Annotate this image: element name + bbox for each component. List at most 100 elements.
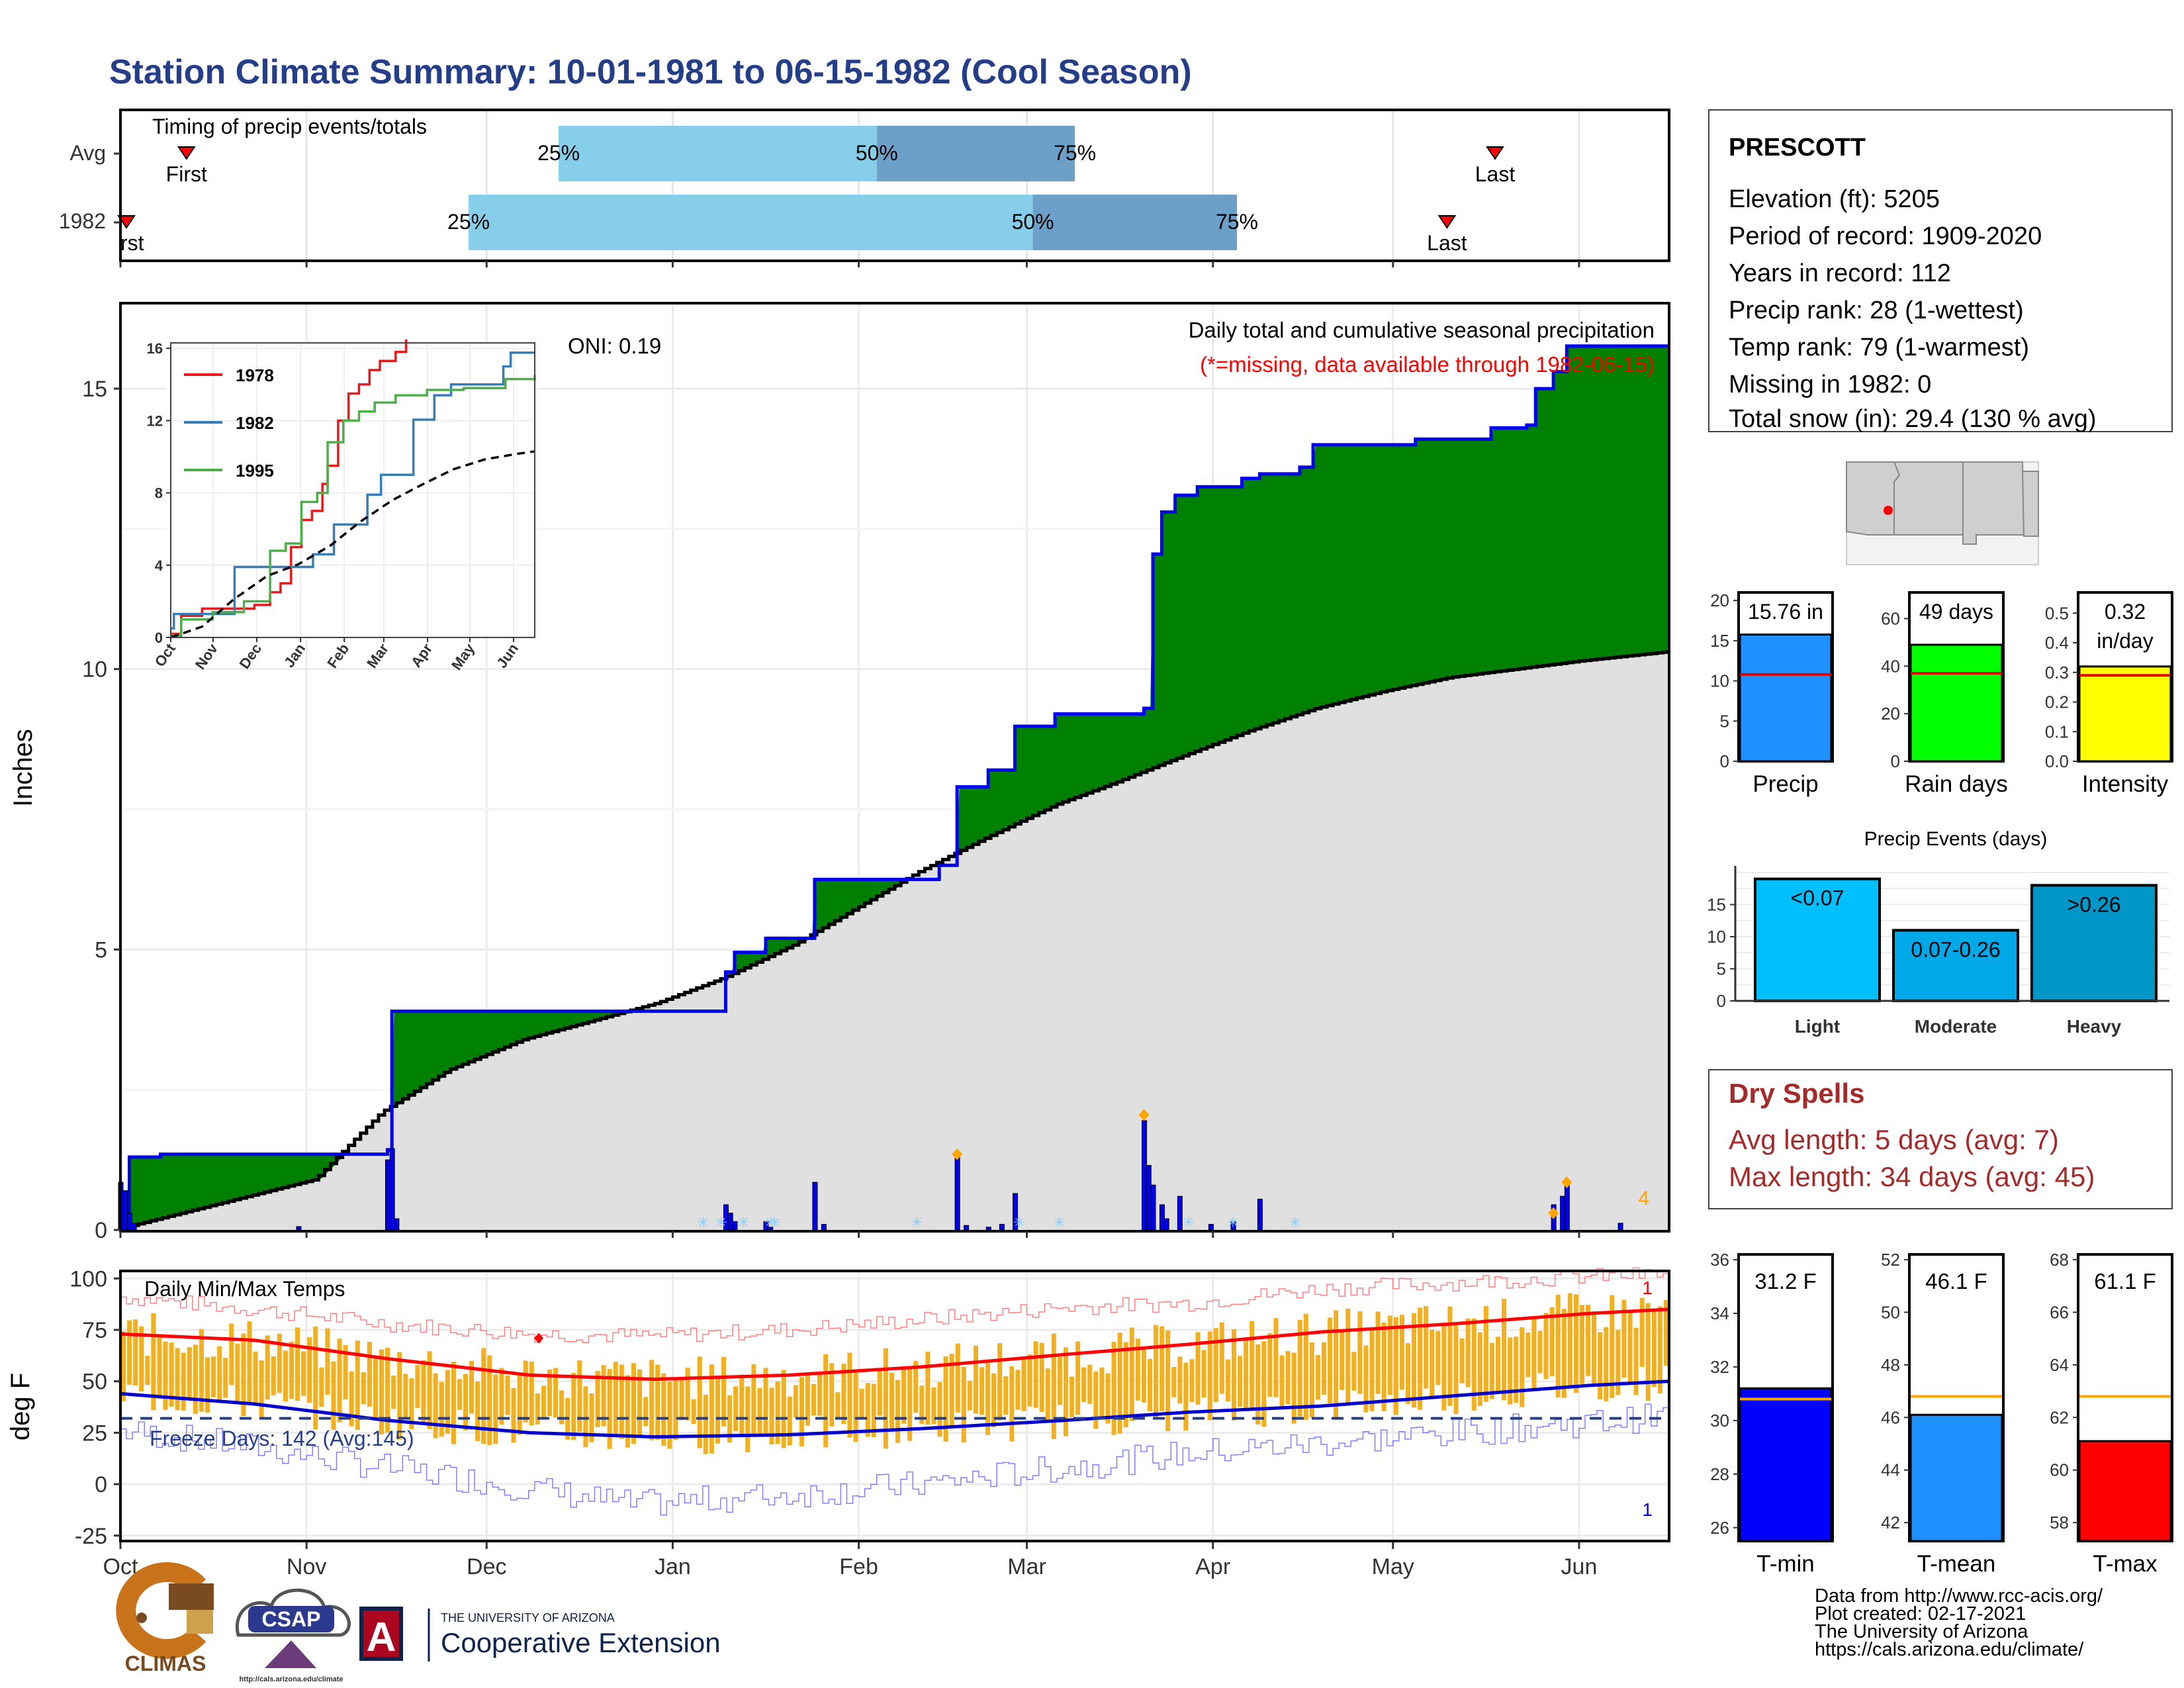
daily-temp-bar xyxy=(865,1383,870,1437)
temp-bar-tick-label: 52 xyxy=(1881,1250,1900,1270)
daily-temp-bar xyxy=(1075,1341,1081,1415)
daily-temp-bar xyxy=(883,1348,888,1449)
ua-small-text: THE UNIVERSITY OF ARIZONA xyxy=(441,1611,615,1624)
daily-temp-bar xyxy=(1160,1326,1165,1411)
month-tick-label: Feb xyxy=(839,1554,878,1579)
daily-temp-bar xyxy=(943,1356,948,1442)
mini-bar-xlabel: Rain days xyxy=(1905,771,2008,797)
inset-background xyxy=(167,343,537,637)
daily-temp-bar xyxy=(751,1364,756,1436)
events-bar-label: 0.07-0.26 xyxy=(1911,937,2000,961)
daily-temp-bar xyxy=(415,1365,420,1408)
mini-bar-tick-label: 20 xyxy=(1710,590,1729,610)
daily-temp-bar xyxy=(1057,1356,1062,1405)
climas-logo-block xyxy=(187,1610,213,1634)
daily-temp-bar xyxy=(1345,1309,1351,1406)
daily-temp-bar xyxy=(175,1348,180,1411)
daily-temp-bar xyxy=(1447,1306,1453,1407)
temp-bar-tick-label: 50 xyxy=(1881,1302,1900,1322)
location-map xyxy=(1846,461,2039,565)
inset-x-tick-label: Jun xyxy=(493,641,522,671)
snow-marker: ✳ xyxy=(1183,1214,1195,1231)
daily-temp-bar xyxy=(1081,1367,1087,1403)
timing-pct-label: 25% xyxy=(447,210,490,234)
climas-logo-block xyxy=(169,1583,214,1610)
temp-bar-tick-label: 64 xyxy=(2050,1355,2069,1375)
precip-y-label: Inches xyxy=(9,729,38,807)
mini-bar-value-label: in/day xyxy=(2097,629,2153,653)
daily-temp-bar xyxy=(1147,1358,1152,1412)
daily-temp-bar xyxy=(475,1382,480,1441)
daily-temp-bar xyxy=(403,1374,408,1418)
daily-temp-bar xyxy=(637,1369,643,1435)
timing-label: Timing of precip events/totals xyxy=(152,115,427,138)
temp-y-tick-label: 75 xyxy=(82,1318,107,1343)
daily-temp-bar xyxy=(877,1369,882,1416)
daily-precip-bar xyxy=(122,1190,128,1231)
csap-mountain xyxy=(265,1640,316,1668)
daily-temp-bar xyxy=(1615,1329,1621,1395)
temp-y-tick-label: -25 xyxy=(75,1524,107,1549)
daily-temp-bar xyxy=(775,1381,780,1444)
daily-temp-bar xyxy=(247,1321,252,1403)
daily-temp-bar xyxy=(715,1378,720,1444)
ua-big-text: Cooperative Extension xyxy=(441,1627,721,1658)
mini-bar-tick-label: 0.4 xyxy=(2045,633,2069,653)
daily-temp-bar xyxy=(781,1370,786,1448)
timing-ticks xyxy=(114,152,1580,267)
month-tick-label: May xyxy=(1372,1554,1414,1579)
daily-temp-bar xyxy=(265,1335,270,1400)
daily-temp-bar xyxy=(931,1387,936,1425)
daily-temp-bar xyxy=(313,1327,318,1430)
daily-temp-bar xyxy=(1465,1319,1471,1387)
daily-temp-bar xyxy=(889,1372,894,1429)
daily-precip-bar xyxy=(1564,1182,1570,1231)
mini-bar-xlabel: Intensity xyxy=(2082,771,2169,797)
mini-bar-tick-label: 0.0 xyxy=(2045,751,2069,771)
temp-bar-fill xyxy=(2078,1440,2172,1542)
daily-temp-bar xyxy=(1502,1299,1507,1401)
timing-row-year: 1982 xyxy=(59,209,106,233)
daily-temp-bar xyxy=(259,1360,264,1419)
daily-temp-bar xyxy=(955,1343,960,1413)
snow-marker: ✳ xyxy=(1054,1214,1066,1231)
daily-temp-bar xyxy=(1123,1342,1128,1428)
daily-temp-bar xyxy=(553,1368,559,1418)
temp-bar-tick-label: 30 xyxy=(1710,1411,1729,1430)
credit-line: Data from http://www.rcc-acis.org/ xyxy=(1815,1585,2103,1607)
temp-bar-value-label: 31.2 F xyxy=(1754,1269,1817,1293)
temp-bar-value-label: 61.1 F xyxy=(2094,1269,2156,1293)
timing-marker-last xyxy=(1486,146,1504,160)
daily-temp-bar xyxy=(1231,1329,1236,1421)
inset-line-1978 xyxy=(171,339,408,635)
daily-temp-bar xyxy=(547,1369,553,1417)
daily-temp-bar xyxy=(1285,1350,1291,1405)
missing-note: (*=missing, data available through 1982-… xyxy=(1200,352,1655,377)
daily-temp-bar xyxy=(997,1343,1003,1421)
daily-temp-bar xyxy=(271,1356,276,1395)
daily-temp-bar xyxy=(193,1344,198,1414)
daily-temp-bar xyxy=(517,1373,522,1435)
daily-temp-bar xyxy=(1015,1370,1021,1410)
inset-x-tick-label: Dec xyxy=(236,641,265,672)
timing-marker-last xyxy=(1437,215,1457,229)
daily-temp-bar xyxy=(1621,1299,1627,1378)
station-box: PRESCOTT Elevation (ft): 5205 Period of … xyxy=(1708,109,2173,433)
daily-temp-bar xyxy=(469,1360,475,1414)
daily-precip-bar xyxy=(126,1213,132,1231)
temp-bar-tick-label: 44 xyxy=(1881,1460,1900,1480)
daily-temp-bar xyxy=(1093,1372,1099,1429)
daily-temp-bar xyxy=(307,1337,312,1403)
daily-temp-bar xyxy=(1195,1332,1201,1405)
daily-temp-bar xyxy=(1508,1337,1513,1405)
daily-temp-bar xyxy=(895,1380,901,1443)
daily-temp-bar xyxy=(1525,1333,1531,1378)
daily-precip-bar xyxy=(1257,1198,1263,1231)
csap-text: CSAP xyxy=(262,1607,321,1631)
timing-pct-label: 25% xyxy=(537,141,580,165)
temp-y-label: deg F xyxy=(6,1373,35,1440)
daily-temp-bar xyxy=(1393,1317,1398,1415)
ua-logo: A THE UNIVERSITY OF ARIZONA Cooperative … xyxy=(359,1607,721,1662)
daily-temp-bar xyxy=(577,1360,582,1432)
dry-spells-frame xyxy=(1708,1069,2173,1209)
